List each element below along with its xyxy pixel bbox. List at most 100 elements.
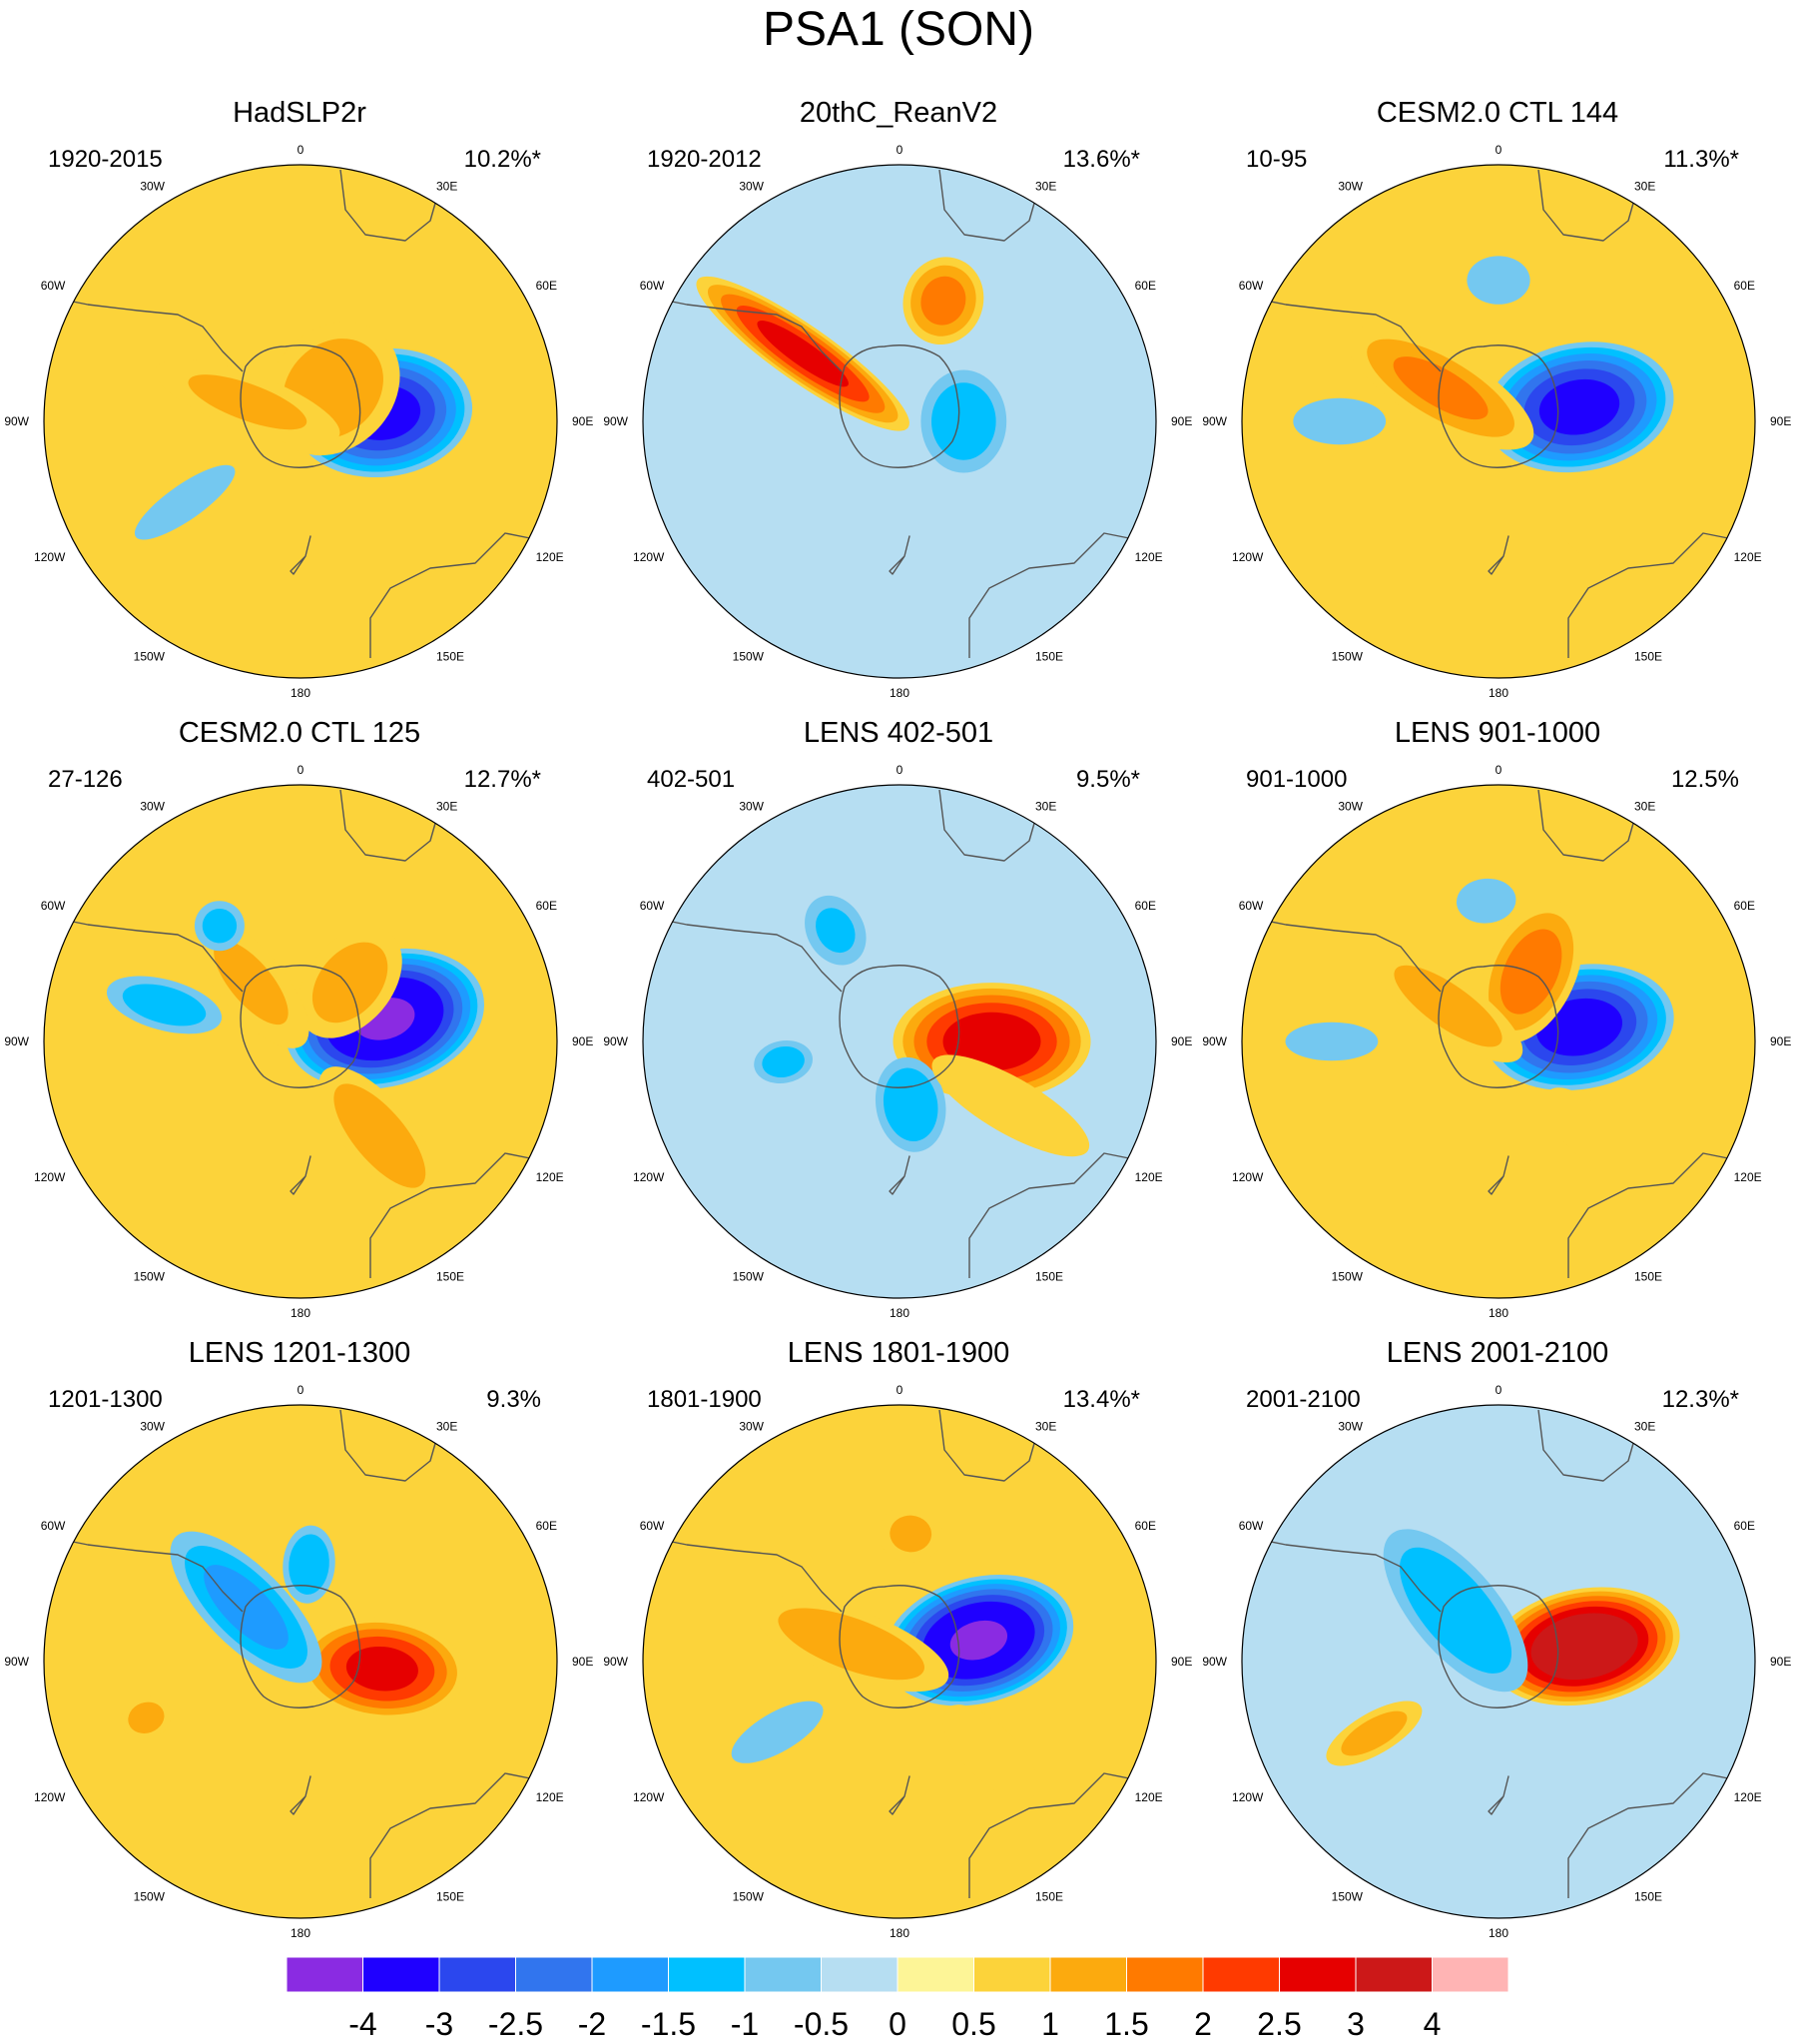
new-zealand-coast	[889, 1155, 910, 1195]
colorbar-swatch	[668, 1957, 746, 1993]
longitude-label: 90W	[603, 1034, 628, 1048]
colorbar: -4 -3 -2.5 -2 -1.5 -1 -0.5 0 0.5 1 1.5 2 2.5 3 4	[286, 1957, 1509, 2042]
antarctica-coast	[839, 344, 960, 468]
pressure-anomaly	[902, 257, 984, 345]
peninsula-coast	[646, 1536, 843, 1613]
colorbar-tick-label: -1.5	[641, 2006, 696, 2042]
africa-coast	[938, 789, 1040, 862]
colorbar-tick-label: 1	[1041, 2006, 1059, 2042]
period-label: 1201-1300	[48, 1386, 163, 1413]
contour-band	[1293, 397, 1387, 445]
colorbar-swatch	[1049, 1957, 1127, 1993]
colorbar-swatch	[973, 1957, 1051, 1993]
pressure-anomaly	[1544, 1087, 1634, 1177]
longitude-label: 60W	[640, 1519, 665, 1533]
longitude-label: 120E	[1135, 1170, 1163, 1184]
longitude-label: 0	[298, 763, 304, 777]
longitude-label: 90E	[572, 1034, 593, 1048]
polar-map: 0 30E 60E 90E 120E 150E 180 150W 120W 90W 60W 30W	[1202, 1383, 1791, 1940]
new-zealand-coast	[290, 1775, 311, 1815]
panel-title: CESM2.0 CTL 125	[178, 717, 421, 749]
pressure-anomaly	[884, 1574, 1074, 1706]
colorbar-swatch	[438, 1957, 516, 1993]
longitude-label: 120E	[1135, 550, 1163, 564]
pressure-anomaly	[931, 1054, 1090, 1157]
period-label: 402-501	[647, 766, 736, 793]
panel-title: 20thC_ReanV2	[799, 97, 998, 129]
map-boundary	[642, 784, 1157, 1299]
pressure-anomaly	[1489, 1587, 1680, 1706]
peninsula-coast	[646, 916, 843, 993]
peninsula-coast	[47, 296, 244, 372]
longitude-label: 90W	[4, 1034, 29, 1048]
map-boundary	[43, 1404, 558, 1919]
longitude-label: 120E	[536, 550, 564, 564]
longitude-label: 60E	[536, 899, 557, 913]
polar-map: 0 30E 60E 90E 120E 150E 180 150W 120W 90W 60W 30W	[4, 143, 593, 700]
longitude-label: 180	[291, 1306, 310, 1320]
longitude-label: 30W	[739, 1419, 764, 1433]
contour-band	[778, 1608, 924, 1681]
map-panel: LENS 1201-1300 1201-1300 9.3% 0 30E 60E 90E 120…	[0, 1335, 599, 1954]
peninsula-coast	[1245, 296, 1442, 372]
longitude-label: 60E	[1135, 279, 1156, 293]
africa-coast	[339, 1409, 441, 1482]
longitude-label: 60W	[640, 279, 665, 293]
longitude-label: 90W	[4, 414, 29, 428]
variance-label: 9.5%*	[1075, 766, 1140, 793]
australia-coast	[1567, 1772, 1729, 1898]
australia-coast	[968, 532, 1130, 658]
longitude-label: 90W	[603, 1655, 628, 1669]
contour-band	[920, 276, 966, 326]
longitude-label: 120E	[1734, 1790, 1762, 1804]
contour-band	[1499, 929, 1562, 1015]
contour-band	[345, 1646, 418, 1692]
polar-map: 0 30E 60E 90E 120E 150E 180 150W 120W 90W 60W 30W	[4, 763, 593, 1320]
longitude-label: 90W	[603, 414, 628, 428]
pressure-anomaly	[1479, 900, 1583, 1043]
map-boundary	[642, 164, 1157, 679]
pressure-anomaly	[1485, 341, 1674, 473]
contour-band	[1456, 878, 1516, 924]
contour-band	[757, 321, 849, 387]
map-panel: LENS 1801-1900 1801-1900 13.4%* 0 30E 60E 90E 1…	[599, 1335, 1198, 1954]
australia-coast	[1567, 1152, 1729, 1278]
longitude-label: 30W	[739, 179, 764, 193]
contour-band	[1341, 1710, 1408, 1756]
australia-coast	[1567, 532, 1729, 658]
contour-band	[1538, 378, 1620, 435]
polar-map: 0 30E 60E 90E 120E 150E 180 150W 120W 90W 60W 30W	[603, 1383, 1192, 1940]
longitude-label: 150W	[1332, 650, 1364, 664]
contour-band	[1467, 256, 1530, 305]
longitude-label: 120W	[633, 1170, 665, 1184]
australia-coast	[968, 1772, 1130, 1898]
longitude-label: 90E	[1171, 414, 1192, 428]
longitude-label: 150E	[1634, 1890, 1662, 1904]
pressure-anomaly	[155, 358, 340, 445]
colorbar-swatch	[1279, 1957, 1357, 1993]
colorbar-swatch	[286, 1957, 363, 1993]
pressure-anomaly	[298, 1617, 466, 1721]
antarctica-coast	[1438, 965, 1559, 1088]
map-boundary	[43, 164, 558, 679]
colorbar-tick-label: -1	[731, 2006, 759, 2042]
longitude-label: 60E	[536, 279, 557, 293]
pressure-anomaly	[283, 1525, 335, 1604]
longitude-label: 60W	[41, 279, 66, 293]
longitude-label: 180	[890, 686, 909, 700]
longitude-label: 150W	[1332, 1270, 1364, 1284]
figure-title: PSA1 (SON)	[762, 3, 1035, 56]
longitude-label: 180	[1489, 1306, 1508, 1320]
longitude-label: 180	[291, 686, 310, 700]
longitude-label: 0	[298, 143, 304, 157]
africa-coast	[1537, 1409, 1639, 1482]
map-panel: CESM2.0 CTL 144 10-95 11.3%* 0 30E 60E 90E 120E…	[1198, 95, 1797, 714]
contour-band	[134, 464, 236, 540]
longitude-label: 120W	[34, 1170, 66, 1184]
map-panel: LENS 402-501 402-501 9.5%* 0 30E 60E 90E 120E 15…	[599, 715, 1198, 1334]
longitude-label: 120W	[633, 550, 665, 564]
pressure-anomaly	[805, 895, 867, 966]
colorbar-tick-label: -2.5	[488, 2006, 543, 2042]
antarctica-coast	[1438, 344, 1559, 468]
